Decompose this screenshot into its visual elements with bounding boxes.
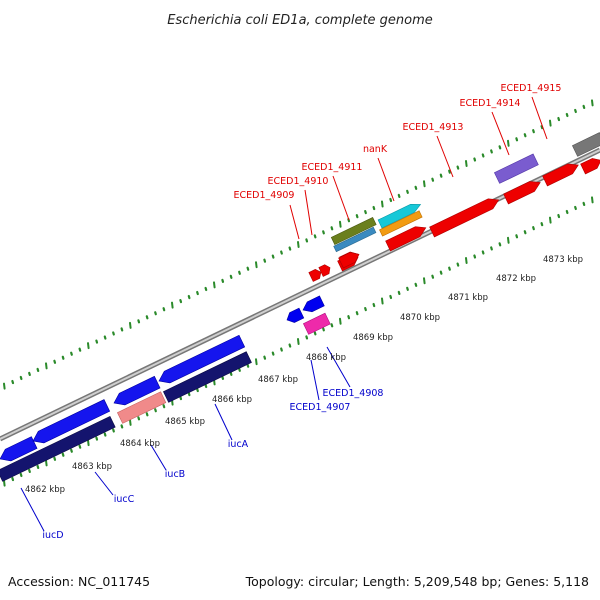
gene-label-iucd: iucD [20, 487, 64, 541]
feature-magenta [302, 312, 331, 335]
kbp-label: 4868 kbp [306, 353, 346, 363]
gene-arrow-eced1-4913 [429, 198, 500, 238]
svg-text:ECED1_4909: ECED1_4909 [234, 190, 295, 201]
accession-text: Accession: NC_011745 [8, 574, 151, 589]
kbp-label: 4867 kbp [258, 375, 298, 385]
gene-arrow-eced1-4914 [503, 181, 541, 205]
gene-label-eced1-4914: ECED1_4914 [460, 98, 521, 156]
gene-arrow-iucc [32, 399, 111, 444]
gene-label-eced1-4908: ECED1_4908 [323, 346, 384, 399]
gene-label-eced1-4907: ECED1_4907 [290, 359, 351, 413]
map-title: Escherichia coli ED1a, complete genome [167, 13, 433, 28]
svg-text:ECED1_4915: ECED1_4915 [501, 83, 562, 94]
svg-text:ECED1_4914: ECED1_4914 [460, 98, 521, 109]
gene-arrow-eced1-4915 [542, 163, 579, 187]
kbp-label: 4871 kbp [448, 293, 488, 303]
feature-orange [379, 210, 423, 237]
svg-text:ECED1_4911: ECED1_4911 [302, 162, 363, 173]
feature-gray [571, 132, 600, 157]
gene-arrow-nank [385, 226, 427, 252]
feature-salmon [116, 391, 167, 424]
kbp-label: 4862 kbp [25, 485, 65, 495]
kbp-labels: 4862 kbp 4863 kbp 4864 kbp 4865 kbp 4866 kbp… [25, 255, 583, 495]
svg-text:iucA: iucA [228, 439, 249, 450]
kbp-label: 4870 kbp [400, 313, 440, 323]
gene-label-iucc: iucC [94, 471, 135, 505]
feature-navy-left [0, 415, 116, 482]
kbp-label: 4872 kbp [496, 274, 536, 284]
gene-arrow-iuca [158, 334, 246, 384]
gene-label-eced1-4909: ECED1_4909 [234, 190, 300, 240]
gene-label-eced1-4911: ECED1_4911 [302, 162, 363, 221]
svg-text:ECED1_4910: ECED1_4910 [268, 176, 329, 187]
gene-label-eced1-4910: ECED1_4910 [268, 176, 329, 236]
svg-text:nanK: nanK [363, 144, 388, 155]
svg-text:ECED1_4913: ECED1_4913 [403, 122, 464, 133]
kbp-label: 4865 kbp [165, 417, 205, 427]
gene-label-eced1-4913: ECED1_4913 [403, 122, 464, 178]
feature-steelblue [333, 226, 377, 253]
kbp-label: 4873 kbp [543, 255, 583, 265]
tick-line-lower [3, 196, 594, 487]
kbp-label: 4866 kbp [212, 395, 252, 405]
feature-olive [330, 217, 377, 246]
genome-summary-text: Topology: circular; Length: 5,209,548 bp… [245, 574, 589, 589]
svg-text:iucC: iucC [114, 494, 135, 505]
kbp-label: 4864 kbp [120, 439, 160, 449]
kbp-label: 4863 kbp [72, 462, 112, 472]
feature-cyan [377, 204, 422, 229]
gene-arrow-iucd [0, 436, 38, 462]
gene-features [0, 132, 600, 482]
svg-text:iucB: iucB [165, 469, 185, 480]
kbp-label: 4869 kbp [353, 333, 393, 343]
svg-text:ECED1_4908: ECED1_4908 [323, 388, 384, 399]
tick-lines [3, 99, 594, 487]
gene-label-iucb: iucB [150, 444, 185, 480]
gene-arrow-iucb [113, 375, 161, 406]
genome-backbone [0, 147, 600, 442]
gene-arrow-right-edge [580, 158, 600, 175]
feature-navy-right [162, 351, 252, 403]
gene-label-iuca: iucA [214, 403, 249, 450]
gene-label-eced1-4915: ECED1_4915 [501, 83, 562, 140]
gene-fragment-1 [308, 269, 322, 282]
svg-text:iucD: iucD [42, 530, 63, 541]
tick-line-upper [3, 99, 594, 390]
gene-fragment-2 [318, 264, 331, 277]
svg-text:ECED1_4907: ECED1_4907 [290, 402, 351, 413]
gene-label-nank: nanK [363, 144, 395, 202]
feature-purple [493, 153, 539, 184]
gene-arrow-eced1-4907-b [302, 295, 325, 313]
gene-arrow-eced1-4907-a [286, 307, 305, 323]
gene-arrow-eced1-4909-red [338, 252, 360, 269]
